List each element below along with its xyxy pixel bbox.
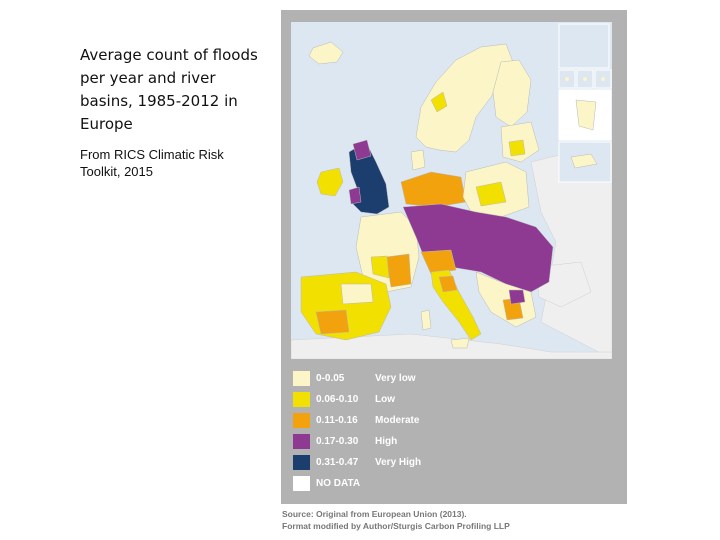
inset-canaries <box>570 153 598 169</box>
region-wales-high <box>348 186 362 205</box>
credit-line-2: Format modified by Author/Sturgis Carbon… <box>282 521 510 531</box>
legend-range: 0-0.05 <box>316 373 345 384</box>
region-alps-moderate <box>420 249 457 275</box>
region-iberia-very-low <box>340 283 374 305</box>
legend-range: 0.11-0.16 <box>316 415 358 426</box>
legend-level: Moderate <box>375 415 420 426</box>
inset-island-2 <box>583 77 587 81</box>
region-italy-moderate <box>438 275 458 293</box>
figure-credit: Source: Original from European Union (20… <box>282 508 612 532</box>
legend-range: 0.06-0.10 <box>316 394 359 405</box>
map-legend: 0-0.05 Very low 0.06-0.10 Low 0.11-0.16 … <box>293 368 421 494</box>
legend-range: 0.17-0.30 <box>316 436 359 447</box>
region-ireland <box>316 167 344 197</box>
legend-swatch <box>293 392 310 407</box>
region-poland-low <box>475 181 507 207</box>
nodata-land-north-africa <box>291 333 612 359</box>
region-iceland <box>308 41 344 65</box>
inset-island-3 <box>601 77 605 81</box>
legend-level: Very High <box>375 457 422 468</box>
region-iberia-moderate <box>315 309 350 335</box>
inset-box-1 <box>558 23 610 69</box>
region-france-moderate <box>385 253 412 288</box>
legend-row: 0.17-0.30 High <box>293 431 421 452</box>
nodata-land-east <box>530 141 612 359</box>
legend-level: Very low <box>375 373 416 384</box>
legend-row: 0.31-0.47 Very High <box>293 452 421 473</box>
region-balkans-high <box>508 289 526 305</box>
inset-guyane <box>575 99 597 131</box>
legend-swatch <box>293 476 310 491</box>
legend-row: 0-0.05 Very low <box>293 368 421 389</box>
region-norway-moderate <box>430 91 448 113</box>
credit-line-1: Source: Original from European Union (20… <box>282 509 467 519</box>
region-france-low <box>370 255 390 279</box>
region-baltics-low <box>508 139 526 157</box>
region-finland <box>492 59 532 128</box>
legend-level: High <box>375 436 398 447</box>
legend-range: 0.31-0.47 <box>316 457 359 468</box>
legend-swatch <box>293 434 310 449</box>
legend-row: NO DATA <box>293 473 421 494</box>
slide-source-note: From RICS Climatic Risk Toolkit, 2015 <box>80 147 224 179</box>
legend-range: NO DATA <box>316 478 361 489</box>
legend-row: 0.06-0.10 Low <box>293 389 421 410</box>
inset-island-1 <box>565 77 569 81</box>
region-sicily <box>450 337 470 349</box>
region-scotland-high <box>352 139 372 161</box>
legend-row: 0.11-0.16 Moderate <box>293 410 421 431</box>
region-denmark <box>410 149 426 171</box>
region-sardinia <box>420 309 432 331</box>
legend-level: Low <box>375 394 395 405</box>
legend-swatch <box>293 413 310 428</box>
legend-swatch <box>293 455 310 470</box>
slide-title: Average count of floods per year and riv… <box>80 46 258 133</box>
europe-flood-map <box>291 22 612 359</box>
legend-swatch <box>293 371 310 386</box>
